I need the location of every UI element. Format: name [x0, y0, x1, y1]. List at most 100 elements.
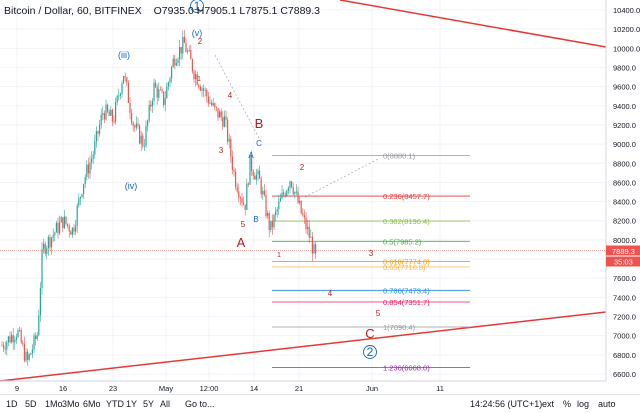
fib-level-label: 0.786(7473.4) [383, 286, 430, 295]
fib-level-label: 0.5(7985.2) [383, 237, 422, 246]
timeframe-1y[interactable]: 1Y [126, 399, 138, 409]
clock-readout[interactable]: 14:24:56 (UTC+1) [470, 399, 543, 409]
price-axis[interactable]: 10400.0 10200.0 10000.0 9800.0 9600.0 9400.0 9… [605, 0, 640, 381]
wave-label: C [365, 326, 374, 341]
fib-level-label: 1.236(6668.0) [383, 363, 430, 372]
timeframe-6mo[interactable]: 6Mo [83, 399, 101, 409]
timeframe-ytd[interactable]: YTD [106, 399, 124, 409]
wave-circle-icon [363, 345, 377, 359]
price-tick-label: 8200.0 [613, 217, 636, 226]
timeframe-5d[interactable]: 5D [25, 399, 37, 409]
wave-label: (iii) [118, 50, 130, 60]
countdown-badge [606, 256, 640, 267]
price-tick-label: 10200.0 [613, 25, 640, 34]
bottom-toolbar: 1D 5D 1Mo 3Mo 6Mo YTD 1Y 5Y All Go to...… [0, 394, 640, 413]
last-price-label: 7889.3 [612, 247, 635, 256]
fib-level-label: 0.382(8196.4) [383, 217, 430, 226]
trendlines [0, 0, 607, 382]
price-tick-label: 7600.0 [613, 274, 636, 283]
price-tick-label: 9000.0 [613, 140, 636, 149]
price-tick-label: 10400.0 [613, 6, 640, 15]
close-value: 7889.3 [287, 5, 321, 17]
symbol-title[interactable]: Bitcoin / Dollar, 60, BITFINEX [4, 5, 142, 17]
wave-label: A [237, 235, 246, 250]
price-tick-label: 9400.0 [613, 102, 636, 111]
high-value: 7905.1 [204, 5, 237, 17]
chart-grid [0, 0, 606, 381]
fib-level-label: 0.236(8457.7) [383, 192, 430, 201]
wave-label: 4 [328, 289, 333, 298]
wave-label: 1 [194, 0, 201, 13]
price-tick-label: 8600.0 [613, 178, 636, 187]
high-label: H [196, 5, 205, 17]
extended-hours-toggle[interactable]: ext [542, 399, 555, 409]
wave-label: 3 [369, 249, 374, 258]
price-tick-label: 8800.0 [613, 159, 636, 168]
wave-label: 4 [228, 91, 233, 100]
wave-label: (iv) [125, 181, 138, 191]
auto-scale-toggle[interactable]: auto [598, 399, 616, 409]
open-value: 7935.0 [161, 5, 194, 17]
wave-label: 1 [277, 252, 281, 259]
fib-level-label: 1(7090.4) [383, 323, 416, 332]
wave-label: 1 [197, 76, 201, 83]
timeframe-3mo[interactable]: 3Mo [62, 399, 80, 409]
price-tick-label: 7200.0 [613, 313, 636, 322]
time-tick-label: 12:00 [200, 384, 219, 393]
wave-label: B [253, 215, 258, 224]
price-tick-label: 9200.0 [613, 121, 636, 130]
wave-circle-icon [190, 0, 204, 13]
wave-label: 5 [376, 309, 381, 318]
fib-retracement[interactable]: 0(8880.1) 0.236(8457.7) 0.382(8196.4) 0.5(7… [272, 152, 470, 373]
price-tick-label: 6800.0 [613, 351, 636, 360]
time-tick-label: 16 [59, 384, 67, 393]
wave-label: (v) [192, 28, 203, 38]
time-tick-label: May [159, 384, 173, 393]
time-tick-label: 21 [295, 384, 303, 393]
percent-scale-toggle[interactable]: % [563, 399, 572, 409]
price-tick-label: 7000.0 [613, 332, 636, 341]
wave-label: 3 [219, 146, 224, 155]
fib-level-label: 0.618(7774.0) [383, 258, 430, 267]
time-tick-label: 11 [436, 384, 444, 393]
time-tick-label: Jun [366, 384, 378, 393]
low-value: 7875.1 [245, 5, 278, 17]
timeframe-1mo[interactable]: 1Mo [45, 399, 63, 409]
wave-label: 2 [300, 163, 305, 172]
fib-level-label: 0(8880.1) [383, 152, 416, 161]
price-tick-label: 9600.0 [613, 83, 636, 92]
wave-label: B [255, 116, 264, 131]
price-tick-label: 6600.0 [613, 370, 636, 379]
price-tick-label: 7400.0 [613, 293, 636, 302]
wave-label: 2 [367, 345, 374, 359]
chart-header: Bitcoin / Dollar, 60, BITFINEX O7935.0 H… [4, 5, 320, 17]
wave-label: 5 [241, 220, 246, 229]
time-axis[interactable]: 9 16 23 May 12:00 14 21 Jun 11 [0, 380, 606, 393]
goto-date-button[interactable]: Go to... [185, 399, 215, 409]
low-label: L [239, 5, 246, 17]
countdown-label: 35:03 [614, 257, 633, 266]
price-chart[interactable]: 0(8880.1) 0.236(8457.7) 0.382(8196.4) 0.5(7… [0, 0, 640, 394]
fib-level-label: 0.854(7351.7) [383, 298, 430, 307]
open-label: O [153, 5, 162, 17]
ohlc-readout: O7935.0 H7905.1 L7875.1 C7889.3 [154, 5, 320, 17]
candlestick-series [1, 29, 317, 366]
price-tick-label: 9800.0 [613, 63, 636, 72]
price-tick-label: 10000.0 [613, 44, 640, 53]
timeframe-5y[interactable]: 5Y [143, 399, 155, 409]
log-scale-toggle[interactable]: log [577, 399, 590, 409]
timeframe-all[interactable]: All [160, 399, 171, 409]
last-price-badge [606, 245, 640, 256]
price-tick-label: 8400.0 [613, 198, 636, 207]
price-tick-label: 8000.0 [613, 236, 636, 245]
wave-label: C [256, 139, 262, 148]
fib-level-label: 0.65(7716.8) [383, 263, 426, 272]
close-label: C [280, 5, 288, 17]
time-tick-label: 23 [109, 384, 117, 393]
wave-label: 2 [198, 37, 203, 46]
time-tick-label: 9 [15, 384, 19, 393]
timeframe-1d[interactable]: 1D [6, 399, 18, 409]
time-tick-label: 14 [250, 384, 258, 393]
wave-label: A [248, 151, 254, 160]
